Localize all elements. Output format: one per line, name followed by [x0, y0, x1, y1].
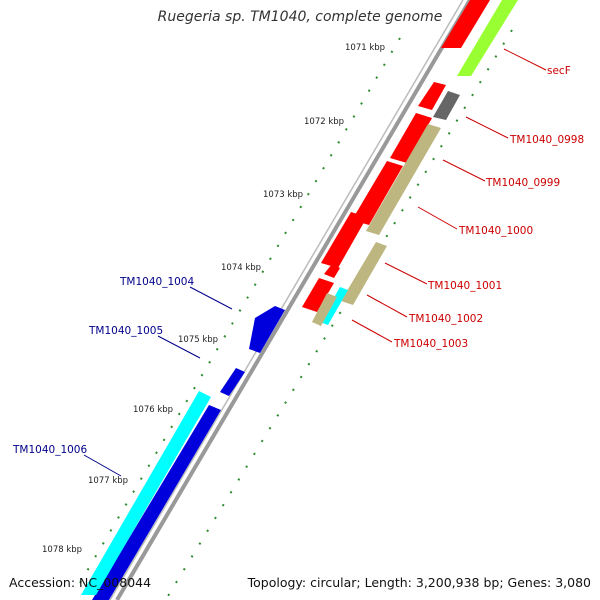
topology-text: Topology: circular; Length: 3,200,938 bp… — [247, 575, 591, 590]
gene-tm1040-1000[interactable] — [352, 161, 403, 225]
tick-label-1076: 1076 kbp — [133, 405, 173, 415]
gene-label-secf[interactable]: secF — [547, 65, 571, 77]
gene-tm1040-1002-feature[interactable] — [302, 278, 334, 312]
gene-label-tm1040-0998[interactable]: TM1040_0998 — [509, 134, 584, 146]
connector-tm1040-0999 — [442, 159, 486, 182]
tick-label-1077: 1077 kbp — [88, 476, 128, 486]
connector-tm1040-1000 — [417, 206, 458, 230]
gene-secf-feature[interactable] — [457, 0, 518, 76]
gene-tm1040-1006[interactable] — [92, 405, 221, 600]
tick-label-1072: 1072 kbp — [304, 117, 344, 127]
gene-tm1040-0998-feature[interactable] — [433, 91, 460, 120]
scale-dots-right — [167, 29, 513, 597]
gene-label-tm1040-1000[interactable]: TM1040_1000 — [458, 225, 533, 237]
gene-tm1040-1001-feature[interactable] — [341, 242, 387, 305]
gene-secf[interactable] — [441, 0, 490, 48]
genome-backbone-inner — [109, 0, 464, 600]
tick-label-1073: 1073 kbp — [263, 190, 303, 200]
gene-tm1040-1002[interactable] — [324, 264, 340, 278]
tick-label-1075: 1075 kbp — [178, 335, 218, 345]
connector-tm1040-1003 — [351, 319, 393, 343]
connector-tm1040-1001 — [384, 262, 428, 285]
gene-tm1040-1006-feature[interactable] — [81, 391, 211, 595]
map-title: Ruegeria sp. TM1040, complete genome — [157, 9, 443, 25]
connector-tm1040-1005 — [157, 335, 201, 359]
gene-tm1040-0998[interactable] — [418, 82, 446, 110]
gene-label-tm1040-1005[interactable]: TM1040_1005 — [88, 325, 163, 337]
connector-tm1040-1006 — [83, 454, 122, 477]
tick-label-1074: 1074 kbp — [221, 263, 261, 273]
accession-text: Accession: NC_008044 — [9, 575, 152, 590]
genome-backbone-outer — [115, 0, 472, 600]
gene-tm1040-1004[interactable] — [249, 306, 285, 353]
gene-tm1040-0999[interactable] — [390, 113, 432, 163]
gene-tm1040-1001[interactable] — [321, 212, 367, 268]
connector-tm1040-0998 — [465, 116, 509, 139]
gene-label-tm1040-1001[interactable]: TM1040_1001 — [427, 280, 502, 292]
connector-tm1040-1002 — [366, 294, 408, 318]
gene-label-tm1040-1002[interactable]: TM1040_1002 — [408, 313, 483, 325]
tick-label-1071: 1071 kbp — [345, 43, 385, 53]
gene-tm1040-0999-feature[interactable] — [366, 124, 441, 235]
connector-secf — [503, 48, 547, 71]
gene-label-tm1040-1006[interactable]: TM1040_1006 — [12, 444, 87, 456]
connector-tm1040-1004 — [189, 286, 233, 310]
gene-tm1040-1005[interactable] — [220, 368, 245, 396]
gene-label-tm1040-0999[interactable]: TM1040_0999 — [485, 177, 560, 189]
gene-tm1040-1003[interactable] — [320, 287, 348, 325]
gene-label-tm1040-1004[interactable]: TM1040_1004 — [119, 276, 194, 288]
scale-dots-left — [79, 37, 401, 584]
tick-label-1078: 1078 kbp — [42, 545, 82, 555]
gene-label-tm1040-1003[interactable]: TM1040_1003 — [393, 338, 468, 350]
gene-tm1040-1003-feature[interactable] — [312, 293, 337, 326]
